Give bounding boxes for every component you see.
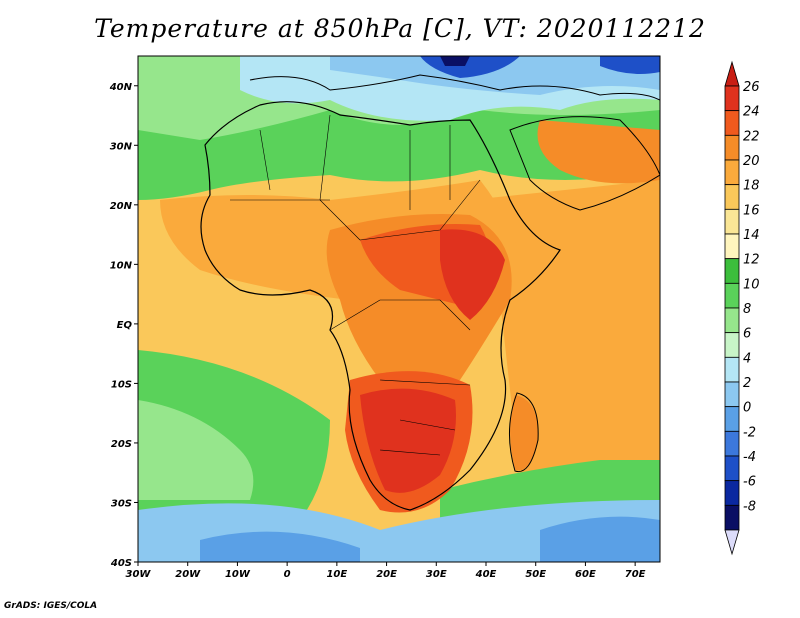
y-tick-label: 20S (111, 439, 132, 450)
colorbar-swatch (724, 208, 740, 235)
colorbar-swatch (724, 332, 740, 358)
x-tick-label: 40E (475, 569, 497, 580)
y-tick-label: 30N (110, 141, 133, 152)
colorbar-swatch (724, 406, 740, 432)
colorbar-swatch (724, 134, 740, 161)
map-title: Temperature at 850hPa [C], VT: 202011221… (94, 14, 706, 43)
colorbar-swatch (724, 430, 740, 457)
colorbar-swatch (724, 110, 740, 136)
colorbar-label: 16 (743, 203, 760, 218)
colorbar-label: 20 (743, 154, 760, 169)
region-madagascar-orange (510, 395, 539, 471)
colorbar-label: 0 (743, 401, 751, 416)
y-tick-label: 20N (110, 201, 133, 212)
colorbar-swatch (724, 258, 740, 284)
colorbar-label: 26 (743, 80, 760, 95)
region-europe-deep (420, 56, 660, 78)
colorbar-label: 22 (743, 129, 760, 144)
colorbar-label: 14 (743, 228, 760, 243)
madagascar-coastline (508, 392, 539, 473)
y-tick-label: 10N (110, 260, 133, 271)
europe-coastline (249, 74, 660, 101)
colorbar-label: 18 (743, 179, 760, 194)
x-tick-label: 70E (625, 569, 646, 580)
y-tick-label: 30S (111, 498, 132, 509)
country-borders (230, 114, 481, 456)
colorbar-top-arrow (724, 60, 740, 87)
colorbar-label: 10 (743, 277, 760, 292)
y-axis: 40N 30N 20N 10N EQ 10S 20S 30S 40S (109, 82, 138, 569)
colorbar-label: 24 (743, 105, 760, 120)
region-ocean-south-band (138, 400, 254, 500)
colorbar-swatch (724, 480, 740, 506)
colorbar-label: -6 (743, 475, 756, 490)
x-tick-label: 10E (326, 569, 347, 580)
colorbar-swatch (724, 233, 740, 260)
region-europe-blue (330, 56, 660, 95)
y-tick-label: 40N (109, 82, 133, 93)
colorbar-swatch (724, 504, 740, 531)
colorbar-swatch (724, 184, 740, 210)
colorbar-label: 2 (743, 376, 751, 391)
colorbar-label: -4 (743, 450, 756, 465)
x-tick-label: 0 (284, 569, 291, 580)
colorbar-label: -8 (743, 499, 756, 514)
africa-coastline (200, 101, 561, 511)
y-tick-label: 10S (111, 379, 132, 390)
x-tick-label: 50E (525, 569, 546, 580)
colorbar-swatch (724, 85, 740, 112)
region-southern-ocean-deep (200, 516, 660, 562)
colorbar-swatch (724, 159, 740, 186)
x-tick-label: 10W (225, 569, 251, 580)
x-tick-label: 30W (126, 569, 152, 580)
y-tick-label: EQ (117, 320, 133, 331)
colorbar-label: 4 (743, 351, 751, 366)
region-europe-darkest (440, 56, 470, 66)
plot-frame (137, 55, 661, 563)
x-tick-label: 60E (575, 569, 596, 580)
x-tick-label: 30E (426, 569, 447, 580)
colorbar-swatch (724, 307, 740, 334)
region-southern-africa-core (360, 388, 456, 493)
x-axis: 30W 20W 10W 0 10E 20E 30E 40E 50E 60E 70E (126, 562, 646, 580)
colorbar-label: 6 (743, 327, 751, 342)
x-tick-label: 20W (175, 569, 201, 580)
colorbar-swatch (724, 381, 740, 408)
colorbar-swatch (724, 282, 740, 309)
colorbar-label: 12 (743, 253, 760, 268)
colorbar-swatch (724, 356, 740, 383)
colorbar-swatch (724, 455, 740, 482)
region-east-africa-hot (440, 229, 505, 320)
colorbar-label: -2 (743, 425, 756, 440)
x-tick-label: 20E (376, 569, 397, 580)
temperature-field (138, 56, 660, 562)
credit-text: GrADS: IGES/COLA (4, 601, 98, 611)
y-tick-label: 40S (110, 558, 132, 569)
region-arabia-warm (537, 120, 660, 184)
colorbar-bottom-arrow (724, 529, 740, 556)
colorbar-label: 8 (743, 302, 751, 317)
